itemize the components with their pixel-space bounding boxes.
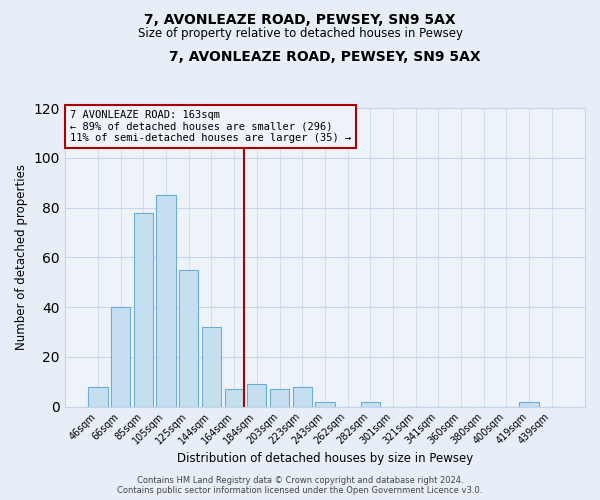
Y-axis label: Number of detached properties: Number of detached properties <box>15 164 28 350</box>
Bar <box>520 402 539 406</box>
Bar <box>179 270 199 406</box>
Bar <box>224 390 244 406</box>
Bar <box>134 212 153 406</box>
Bar <box>111 307 130 406</box>
Bar <box>293 387 312 406</box>
Text: 7, AVONLEAZE ROAD, PEWSEY, SN9 5AX: 7, AVONLEAZE ROAD, PEWSEY, SN9 5AX <box>144 12 456 26</box>
Text: Size of property relative to detached houses in Pewsey: Size of property relative to detached ho… <box>137 28 463 40</box>
Title: 7, AVONLEAZE ROAD, PEWSEY, SN9 5AX: 7, AVONLEAZE ROAD, PEWSEY, SN9 5AX <box>169 50 481 64</box>
Bar <box>247 384 266 406</box>
Bar <box>315 402 335 406</box>
Bar <box>270 390 289 406</box>
Text: Contains HM Land Registry data © Crown copyright and database right 2024.
Contai: Contains HM Land Registry data © Crown c… <box>118 476 482 495</box>
X-axis label: Distribution of detached houses by size in Pewsey: Distribution of detached houses by size … <box>177 452 473 465</box>
Bar <box>88 387 108 406</box>
Bar <box>202 327 221 406</box>
Bar <box>361 402 380 406</box>
Text: 7 AVONLEAZE ROAD: 163sqm
← 89% of detached houses are smaller (296)
11% of semi-: 7 AVONLEAZE ROAD: 163sqm ← 89% of detach… <box>70 110 351 143</box>
Bar <box>157 196 176 406</box>
